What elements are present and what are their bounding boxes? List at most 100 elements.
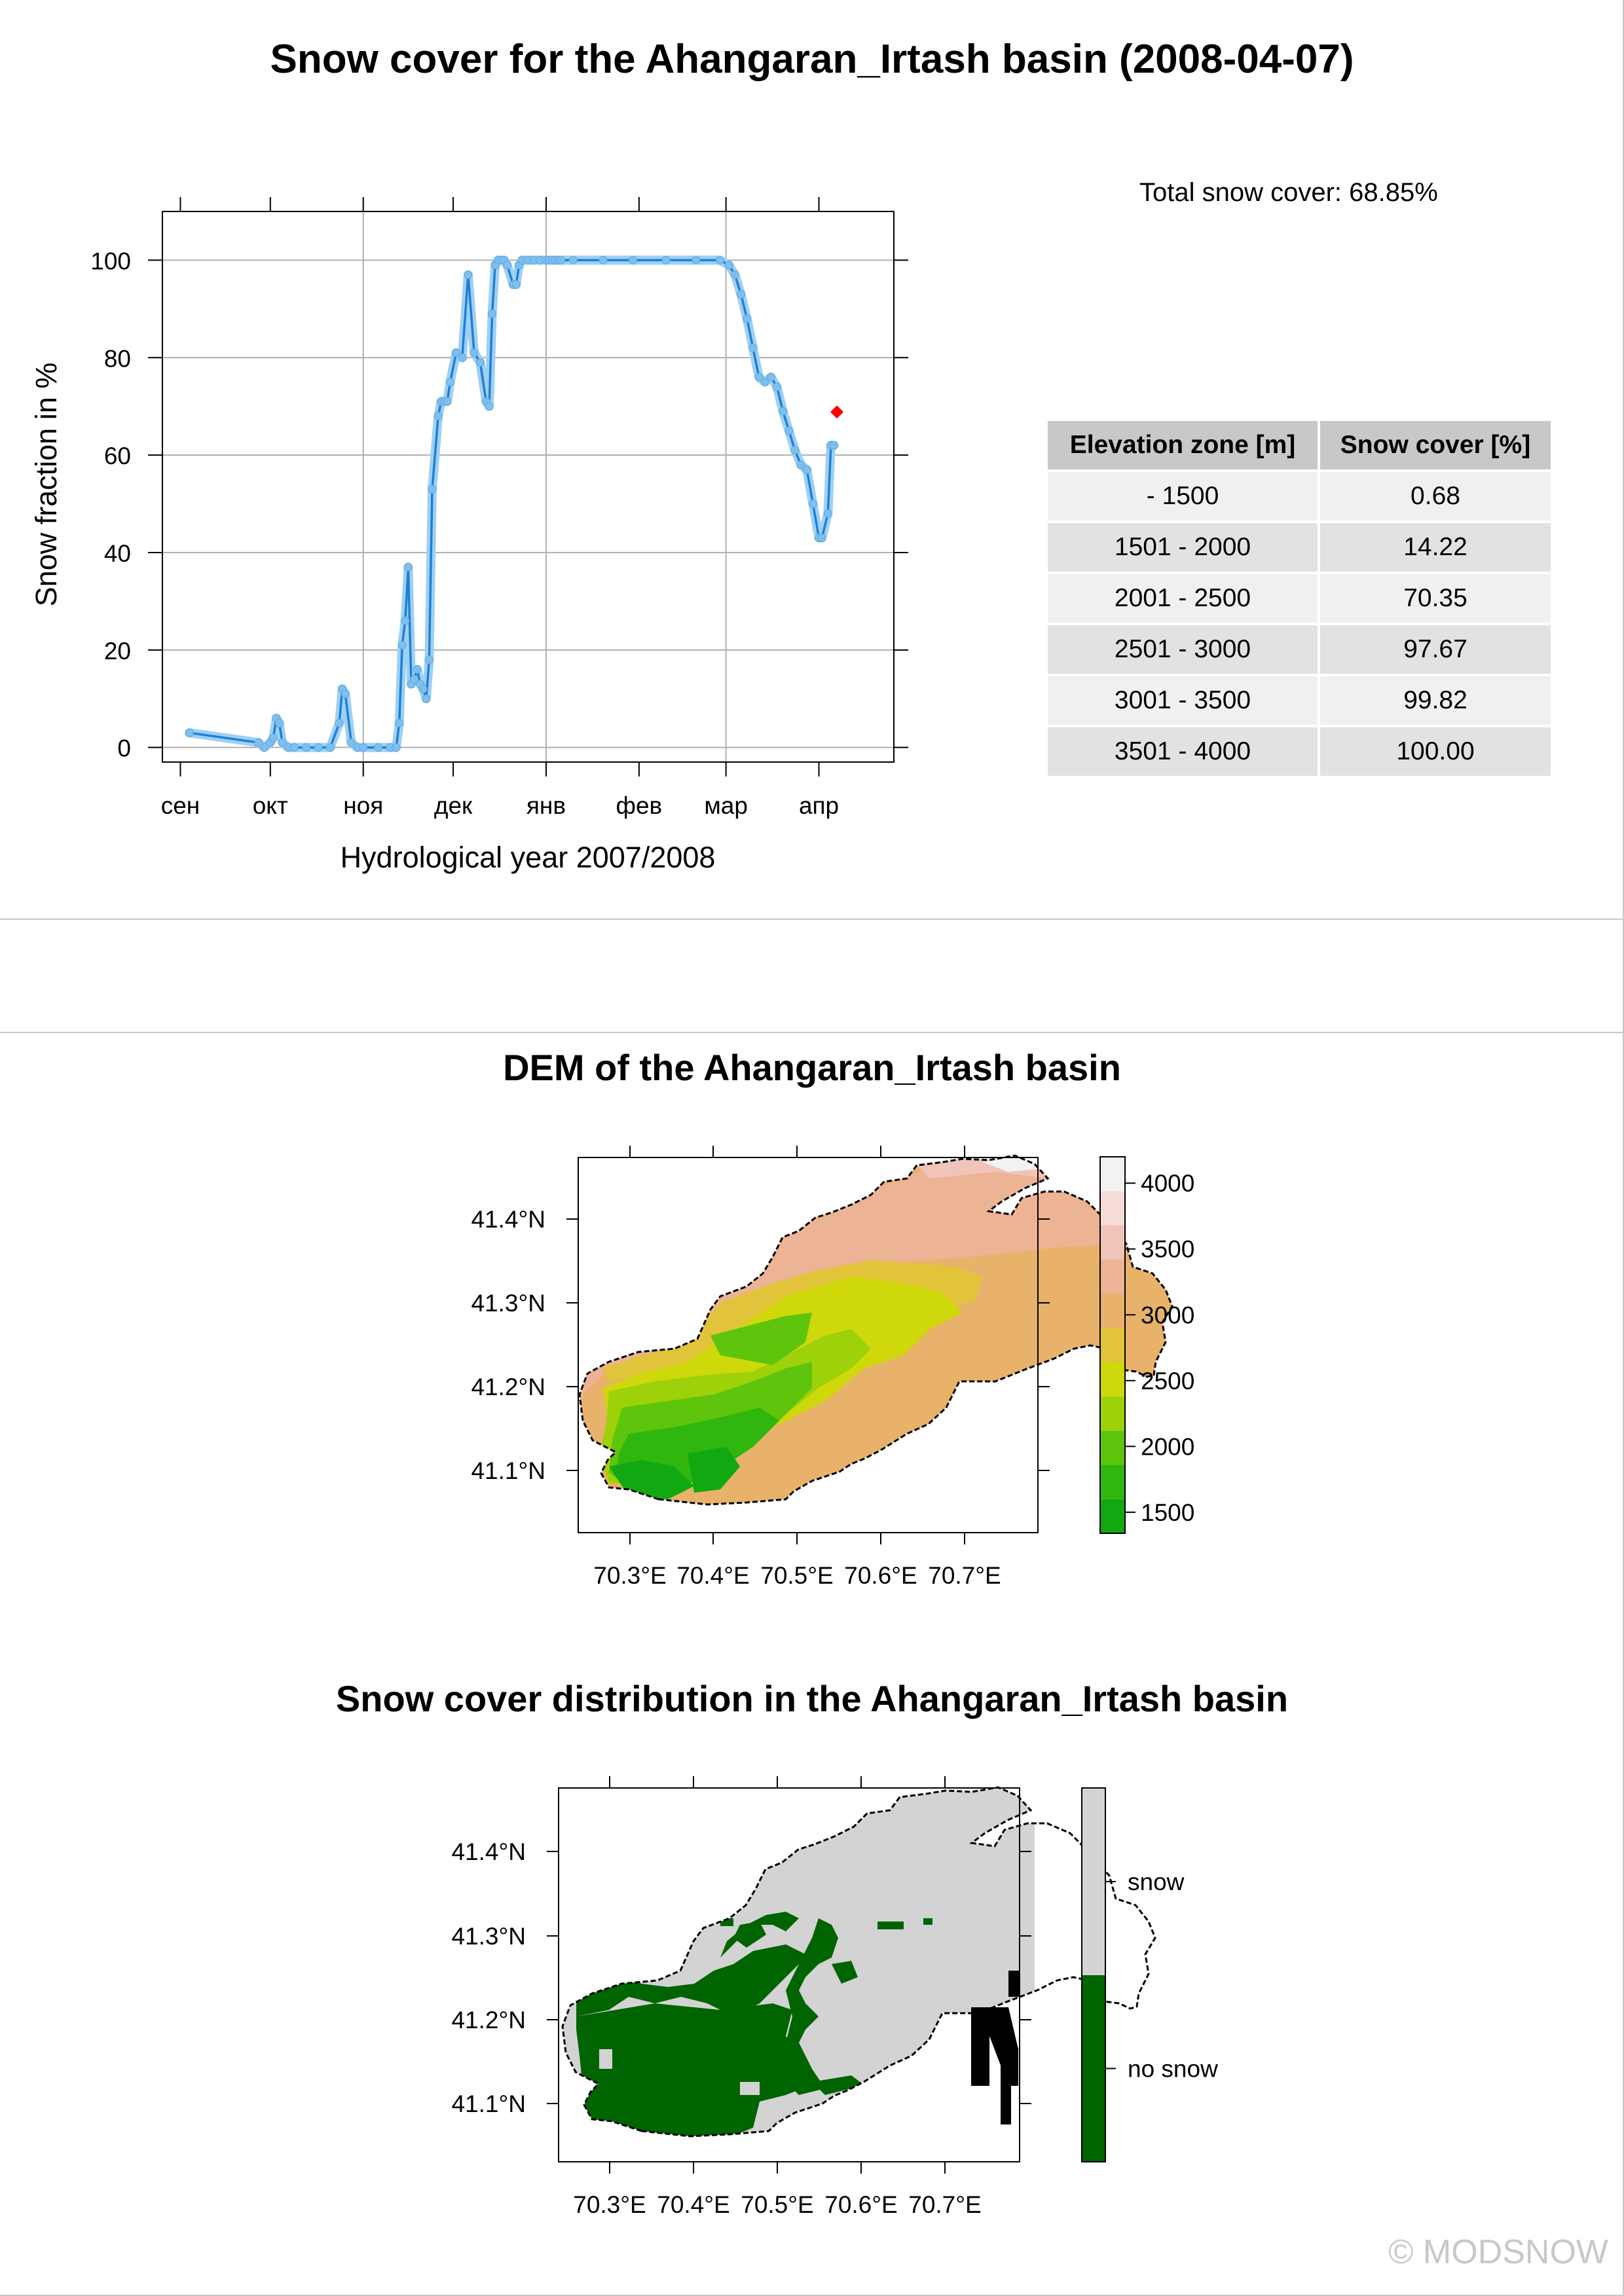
snow-cover-cell: 0.68 [1320, 472, 1551, 520]
data-point [374, 743, 383, 752]
elevation-zone-cell: - 1500 [1048, 472, 1318, 520]
x-tick-label: ноя [343, 792, 383, 819]
y-tick-label: 0 [117, 735, 131, 762]
maps-panel [0, 1033, 1624, 2296]
line-chart-ticks [148, 197, 908, 776]
data-point [715, 255, 724, 264]
table-row: 2001 - 2500 70.35 [1048, 574, 1551, 623]
data-point [413, 665, 422, 674]
data-point [796, 460, 805, 469]
data-point [599, 255, 608, 264]
data-point [397, 640, 407, 649]
data-point [808, 500, 817, 509]
data-point [754, 373, 764, 382]
data-point [568, 255, 578, 264]
data-point [445, 377, 454, 386]
y-tick-label: 80 [104, 345, 131, 372]
elevation-zone-cell: 3001 - 3500 [1048, 676, 1318, 725]
x-tick-label: сен [161, 792, 200, 819]
data-point [443, 397, 452, 406]
table-row: 2501 - 3000 97.67 [1048, 625, 1551, 674]
line-chart-frame [162, 211, 895, 763]
data-point [422, 694, 431, 703]
elevation-zone-cell: 3501 - 4000 [1048, 727, 1318, 776]
data-point [302, 743, 311, 752]
data-point [424, 655, 434, 665]
data-point [260, 743, 269, 752]
data-point [692, 255, 701, 264]
data-point [488, 309, 497, 318]
table-header-elevation: Elevation zone [m] [1048, 421, 1318, 469]
total-snow-cover: Total snow cover: 68.85% [1139, 178, 1438, 207]
data-point [511, 280, 521, 289]
data-point [557, 255, 566, 264]
elevation-zone-cell: 2001 - 2500 [1048, 574, 1318, 623]
snow-cover-cell: 97.67 [1320, 625, 1551, 674]
data-point [428, 484, 437, 494]
dem-map-title: DEM of the Ahangaran_Irtash basin [503, 1047, 1121, 1088]
x-tick-label: окт [253, 792, 288, 819]
data-point [464, 270, 473, 280]
y-axis-label: Snow fraction in % [29, 363, 63, 607]
data-point [766, 373, 775, 382]
x-tick-label: апр [799, 792, 839, 819]
data-point [784, 426, 794, 435]
data-point [772, 382, 781, 392]
data-point [392, 743, 401, 752]
data-point [661, 255, 671, 264]
x-tick-label: фев [616, 792, 663, 819]
page-title: Snow cover for the Ahangaran_Irtash basi… [270, 37, 1354, 82]
data-point [760, 377, 769, 386]
data-point [185, 728, 194, 737]
data-point [458, 353, 467, 362]
data-point [790, 446, 800, 455]
snow-cover-cell: 14.22 [1320, 523, 1551, 572]
data-point [346, 738, 356, 747]
data-point [817, 534, 826, 543]
y-tick-label: 40 [104, 540, 131, 567]
data-point [748, 343, 758, 352]
data-point [403, 562, 413, 572]
snow-cover-cell: 100.00 [1320, 727, 1551, 776]
data-point [502, 261, 511, 270]
current-date-marker [830, 405, 844, 419]
data-point [325, 743, 335, 752]
snow-fraction-line-chart: 0 20 40 60 80 100 сен окт ноя дек янв фев мар апр Hyd… [29, 197, 908, 874]
line-chart-tick-labels: 0 20 40 60 80 100 сен окт ноя дек янв фев мар апр [90, 247, 839, 819]
data-point [314, 743, 323, 752]
data-point [724, 261, 733, 270]
data-point [268, 733, 278, 742]
data-point [341, 689, 350, 699]
data-point [629, 255, 638, 264]
table-row: 3001 - 3500 99.82 [1048, 676, 1551, 725]
data-point [737, 290, 746, 299]
data-point [434, 412, 443, 421]
data-point [359, 743, 368, 752]
y-tick-label: 60 [104, 443, 131, 469]
time-series-panel: Snow cover for the Ahangaran_Irtash basi… [0, 0, 1624, 919]
table-header-snow-cover: Snow cover [%] [1320, 421, 1551, 469]
data-point [275, 718, 284, 727]
series-halo [185, 255, 839, 752]
spacer-panel [0, 919, 1624, 1033]
table-row: 3501 - 4000 100.00 [1048, 727, 1551, 776]
series-line [189, 259, 834, 749]
data-point [730, 270, 739, 280]
y-tick-label: 20 [104, 638, 131, 665]
snow-map-title: Snow cover distribution in the Ahangaran… [335, 1678, 1289, 1719]
snow-cover-cell: 99.82 [1320, 676, 1551, 725]
copyright-text: © MODSNOW [1388, 2233, 1608, 2271]
data-point [418, 684, 428, 693]
data-point [395, 718, 404, 727]
snow-cover-cell: 70.35 [1320, 574, 1551, 623]
data-point [485, 402, 494, 411]
data-point [452, 348, 461, 357]
data-point [410, 674, 419, 683]
table-header-row: Elevation zone [m] Snow cover [%] [1048, 421, 1551, 469]
data-point [779, 407, 788, 416]
elevation-zone-cell: 2501 - 3000 [1048, 625, 1318, 674]
x-tick-label: мар [704, 792, 748, 819]
elevation-zone-table: Elevation zone [m] Snow cover [%] - 1500… [1045, 418, 1553, 778]
x-tick-label: янв [526, 792, 566, 819]
data-point [335, 718, 344, 727]
